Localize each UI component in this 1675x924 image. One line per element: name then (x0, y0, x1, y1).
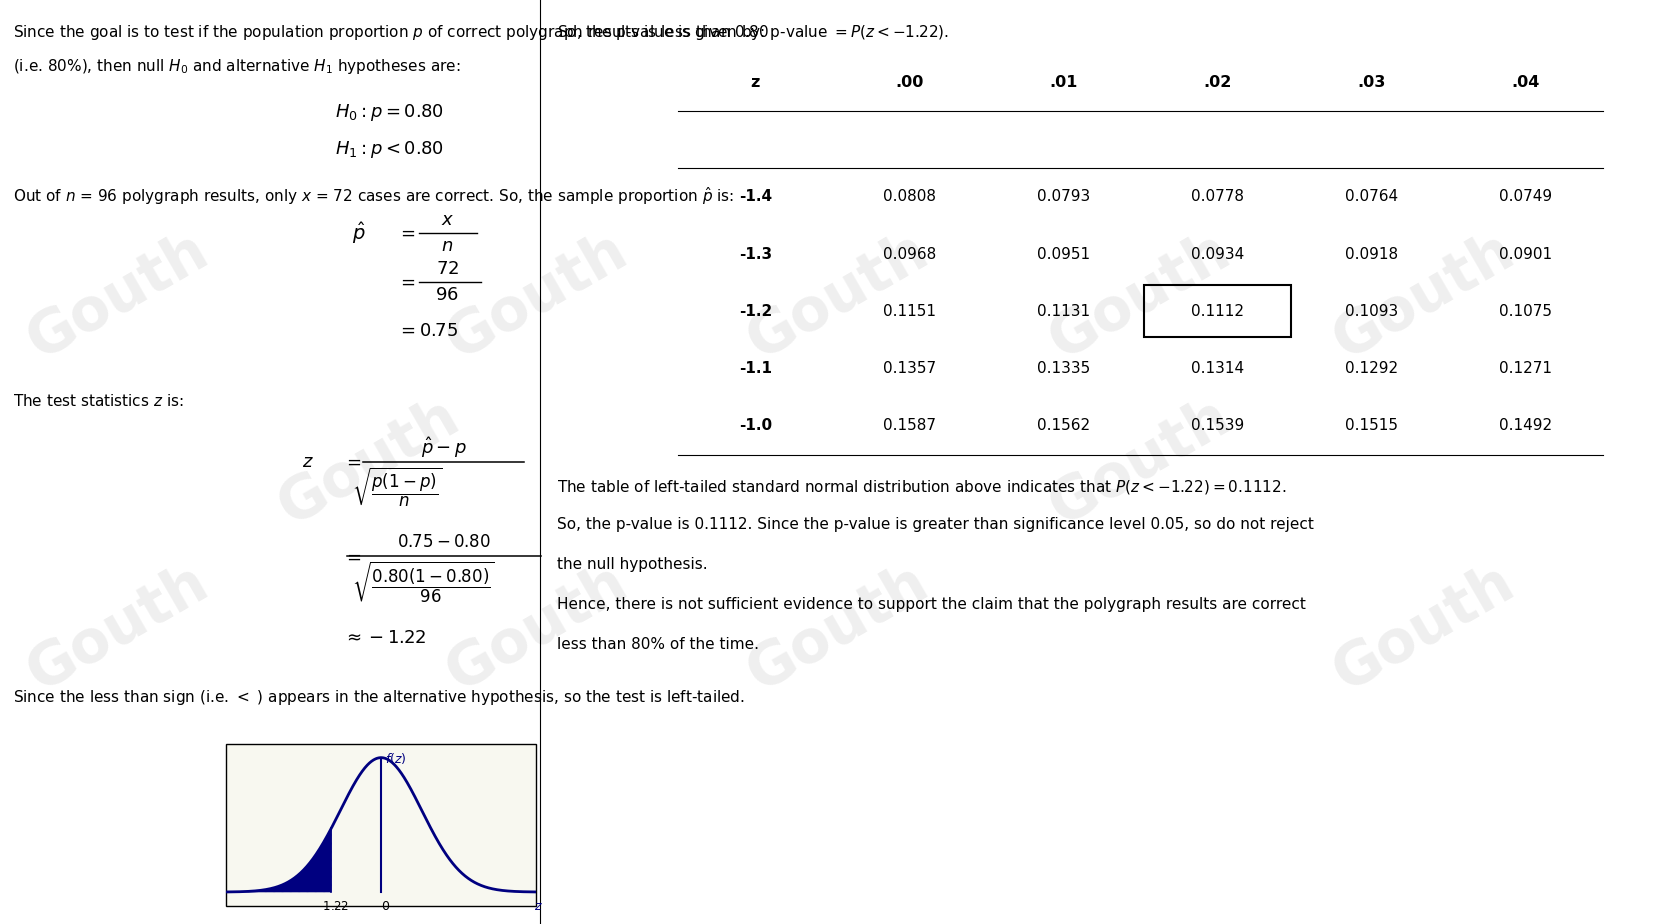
Text: Gouth: Gouth (1038, 221, 1240, 371)
Text: $H_0 : p = 0.80$: $H_0 : p = 0.80$ (335, 102, 444, 123)
Text: 0.1131: 0.1131 (1037, 304, 1090, 319)
Text: $f(z)$: $f(z)$ (385, 750, 407, 766)
Text: 0.1562: 0.1562 (1037, 419, 1090, 433)
Text: 0.0793: 0.0793 (1037, 189, 1090, 204)
Text: $96$: $96$ (436, 286, 459, 304)
Text: $=$: $=$ (397, 273, 415, 291)
Text: Gouth: Gouth (436, 553, 636, 703)
Text: $H_1 : p < 0.80$: $H_1 : p < 0.80$ (335, 139, 444, 160)
Text: $= 0.75$: $= 0.75$ (397, 322, 459, 340)
Text: 0.1271: 0.1271 (1499, 361, 1553, 376)
Text: $0$: $0$ (380, 901, 390, 914)
Text: 0.1151: 0.1151 (883, 304, 936, 319)
Text: Gouth: Gouth (1323, 553, 1524, 703)
Text: 0.0901: 0.0901 (1499, 247, 1553, 261)
Text: .00: .00 (896, 75, 923, 90)
Text: $x$: $x$ (441, 211, 454, 229)
Text: Gouth: Gouth (1323, 221, 1524, 371)
Text: 0.1357: 0.1357 (883, 361, 936, 376)
Text: $\approx -1.22$: $\approx -1.22$ (343, 628, 427, 647)
Text: .01: .01 (1050, 75, 1077, 90)
Text: The test statistics $z$ is:: The test statistics $z$ is: (13, 393, 184, 408)
Text: $\sqrt{\dfrac{0.80(1 - 0.80)}{96}}$: $\sqrt{\dfrac{0.80(1 - 0.80)}{96}}$ (352, 560, 494, 605)
Text: .04: .04 (1513, 75, 1539, 90)
Text: 0.1515: 0.1515 (1345, 419, 1399, 433)
Text: less than 80% of the time.: less than 80% of the time. (556, 637, 759, 651)
Text: 0.1292: 0.1292 (1345, 361, 1399, 376)
Text: $\sqrt{\dfrac{p(1-p)}{n}}$: $\sqrt{\dfrac{p(1-p)}{n}}$ (352, 466, 442, 509)
Text: (i.e. 80%), then null $H_0$ and alternative $H_1$ hypotheses are:: (i.e. 80%), then null $H_0$ and alternat… (13, 57, 461, 77)
Text: z: z (750, 75, 760, 90)
Text: .02: .02 (1204, 75, 1231, 90)
Text: $72$: $72$ (436, 260, 459, 278)
Text: the null hypothesis.: the null hypothesis. (556, 557, 707, 572)
Text: Gouth: Gouth (436, 221, 636, 371)
Bar (226, 744, 536, 906)
Text: Gouth: Gouth (737, 553, 938, 703)
Text: So, the p-value is given by: p-value $= P(z < -1.22)$.: So, the p-value is given by: p-value $= … (556, 23, 950, 43)
Text: .03: .03 (1358, 75, 1385, 90)
Text: 0.0918: 0.0918 (1345, 247, 1399, 261)
Text: So, the p-value is 0.1112. Since the p-value is greater than significance level : So, the p-value is 0.1112. Since the p-v… (556, 517, 1313, 532)
Text: Gouth: Gouth (17, 553, 218, 703)
Text: Out of $n$ = 96 polygraph results, only $x$ = 72 cases are correct. So, the samp: Out of $n$ = 96 polygraph results, only … (13, 185, 735, 207)
Text: 0.1093: 0.1093 (1345, 304, 1399, 319)
Text: 0.0951: 0.0951 (1037, 247, 1090, 261)
Text: 0.1492: 0.1492 (1499, 419, 1553, 433)
Text: 0.1314: 0.1314 (1191, 361, 1245, 376)
Text: 0.0934: 0.0934 (1191, 247, 1245, 261)
Text: -1.2: -1.2 (739, 304, 772, 319)
Text: The table of left-tailed standard normal distribution above indicates that $P(z : The table of left-tailed standard normal… (556, 478, 1286, 495)
Text: 0.0968: 0.0968 (883, 247, 936, 261)
Text: 0.1539: 0.1539 (1191, 419, 1245, 433)
Text: Gouth: Gouth (1038, 387, 1240, 537)
Text: Since the goal is to test if the population proportion $p$ of correct polygraph : Since the goal is to test if the populat… (13, 23, 769, 43)
Text: Hence, there is not sufficient evidence to support the claim that the polygraph : Hence, there is not sufficient evidence … (556, 597, 1305, 612)
Text: $0.75 - 0.80$: $0.75 - 0.80$ (397, 533, 491, 552)
Text: $=$: $=$ (343, 453, 362, 471)
Text: -1.0: -1.0 (739, 419, 772, 433)
Text: $=$: $=$ (397, 224, 415, 242)
Text: 0.1587: 0.1587 (883, 419, 936, 433)
Text: 0.0764: 0.0764 (1345, 189, 1399, 204)
Text: 0.0749: 0.0749 (1499, 189, 1553, 204)
Text: -1.1: -1.1 (739, 361, 772, 376)
Text: Gouth: Gouth (268, 387, 469, 537)
Text: 0.1335: 0.1335 (1037, 361, 1090, 376)
Text: Gouth: Gouth (17, 221, 218, 371)
Text: Gouth: Gouth (737, 221, 938, 371)
Text: $n$: $n$ (441, 237, 454, 255)
Text: 0.0808: 0.0808 (883, 189, 936, 204)
Text: $\hat{p}$: $\hat{p}$ (352, 220, 365, 246)
Text: 0.1075: 0.1075 (1499, 304, 1553, 319)
Text: $=$: $=$ (343, 547, 362, 565)
Text: -1.3: -1.3 (739, 247, 772, 261)
Bar (1144, 285, 1291, 337)
Text: $z$: $z$ (534, 901, 543, 914)
Text: Since the less than sign (i.e. $<$ ) appears in the alternative hypothesis, so t: Since the less than sign (i.e. $<$ ) app… (13, 688, 745, 708)
Text: $-1.22$: $-1.22$ (313, 901, 350, 914)
Text: -1.4: -1.4 (739, 189, 772, 204)
Text: 0.1112: 0.1112 (1191, 304, 1245, 319)
Text: 0.0778: 0.0778 (1191, 189, 1245, 204)
Text: $z$: $z$ (302, 453, 313, 471)
Text: $\hat{p} - p$: $\hat{p} - p$ (420, 435, 467, 459)
